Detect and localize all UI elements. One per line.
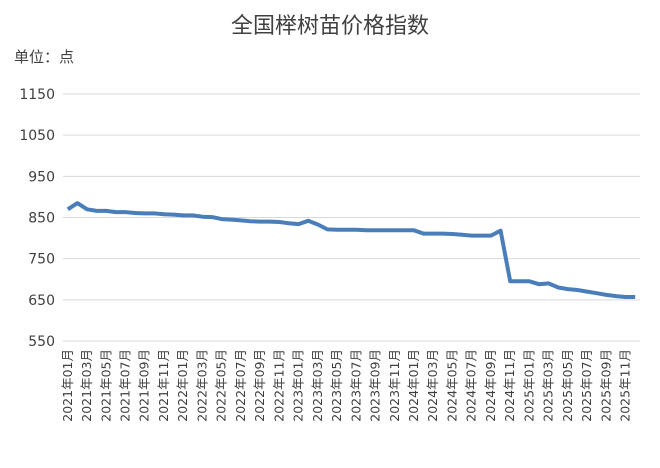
x-tick-label: 2022年11月	[271, 349, 286, 422]
x-tick-label: 2022年09月	[252, 349, 267, 422]
y-tick-label: 550	[28, 334, 55, 350]
data-line	[66, 201, 636, 299]
x-tick-label: 2021年01月	[60, 349, 75, 422]
x-tick-label: 2023年05月	[329, 349, 344, 422]
x-tick-label: 2024年03月	[425, 349, 440, 422]
unit-label: 单位：点	[14, 48, 74, 66]
x-tick-label: 2025年01月	[521, 349, 536, 422]
x-tick-label: 2022年07月	[233, 349, 248, 422]
x-tick-label: 2023年07月	[348, 349, 363, 422]
x-tick-label: 2021年05月	[98, 349, 113, 422]
x-tick-label: 2022年01月	[175, 349, 190, 422]
y-tick-label: 850	[28, 211, 55, 227]
y-tick-label: 1050	[19, 128, 55, 144]
x-tick-label: 2025年05月	[560, 349, 575, 422]
x-tick-label: 2022年05月	[214, 349, 229, 422]
x-tick-label: 2025年07月	[579, 349, 594, 422]
x-tick-label: 2024年05月	[444, 349, 459, 422]
x-tick-label: 2021年03月	[79, 349, 94, 422]
x-tick-label: 2025年03月	[541, 349, 556, 422]
x-tick-label: 2023年01月	[291, 349, 306, 422]
x-tick-label: 2024年07月	[464, 349, 479, 422]
x-tick-label: 2024年01月	[406, 349, 421, 422]
chart-title: 全国榉树苗价格指数	[231, 14, 429, 39]
x-tick-label: 2021年09月	[137, 349, 152, 422]
x-tick-label: 2024年09月	[483, 349, 498, 422]
x-tick-label: 2023年09月	[368, 349, 383, 422]
x-tick-label: 2024年11月	[502, 349, 517, 422]
x-tick-label: 2021年07月	[118, 349, 133, 422]
y-tick-label: 750	[28, 252, 55, 268]
y-tick-label: 1150	[19, 87, 55, 103]
x-tick-label: 2022年03月	[194, 349, 209, 422]
x-tick-label: 2023年11月	[387, 349, 402, 422]
x-tick-label: 2025年11月	[618, 349, 633, 422]
x-tick-label: 2025年09月	[598, 349, 613, 422]
y-tick-label: 650	[28, 293, 55, 309]
x-tick-label: 2023年03月	[310, 349, 325, 422]
x-tick-label: 2021年11月	[156, 349, 171, 422]
y-tick-label: 950	[28, 169, 55, 185]
